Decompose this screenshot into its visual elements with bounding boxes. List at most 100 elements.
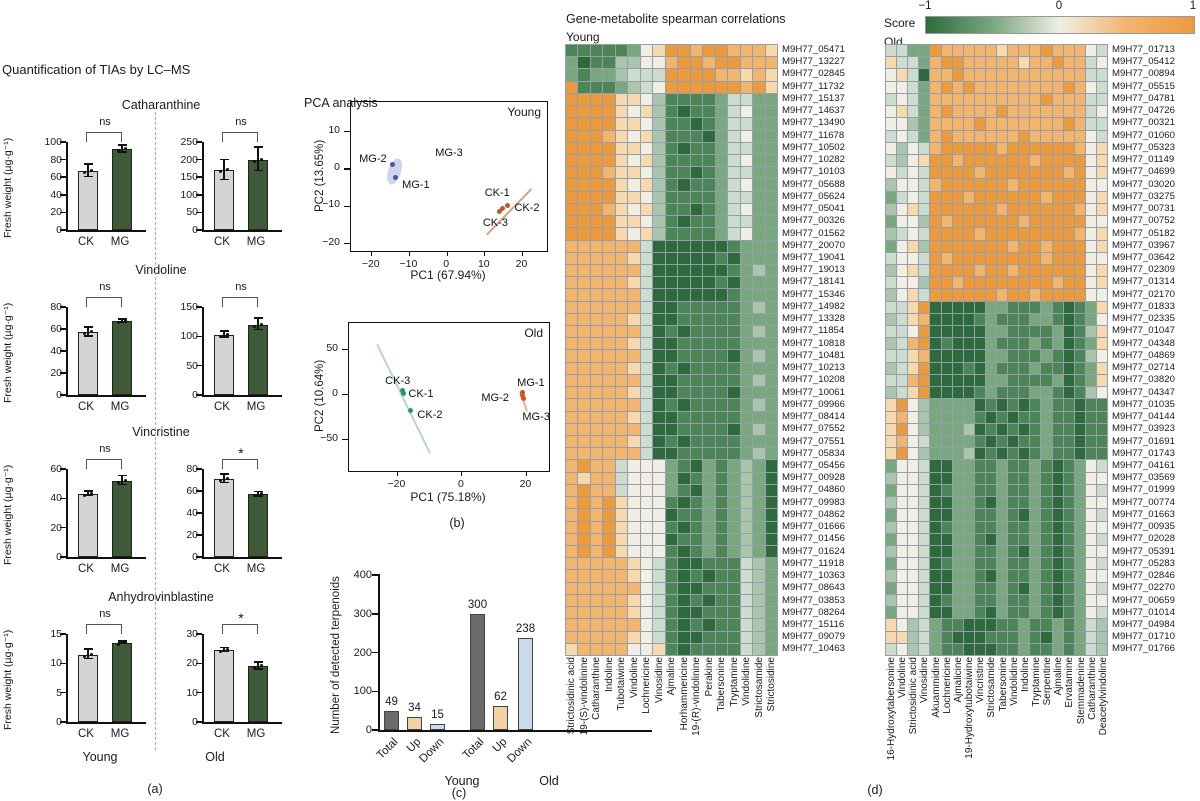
heatmap-cell: [615, 497, 628, 509]
heatmap-cell: [1019, 509, 1030, 521]
heatmap-cell: [1030, 118, 1041, 130]
heatmap-cell: [1085, 301, 1096, 313]
heatmap-cell: [715, 289, 728, 301]
gene-id-label: M9H77_00774: [1112, 496, 1175, 508]
heatmap-cell: [678, 313, 690, 326]
heatmap-cell: [952, 362, 963, 374]
heatmap-cell: [665, 399, 678, 411]
heatmap-cell: [919, 216, 930, 228]
heatmap-cell: [997, 326, 1008, 338]
heatmap-cell: [897, 387, 908, 399]
heatmap-cell: [590, 167, 603, 179]
heatmap-cell: [578, 460, 590, 472]
heatmap-cell: [908, 460, 919, 472]
heatmap-cell: [1019, 106, 1030, 118]
heatmap-cell: [1096, 45, 1107, 57]
heatmap-cell: [1074, 277, 1085, 289]
heatmap-cell: [640, 277, 653, 289]
heatmap-cell: [963, 484, 974, 497]
y-tick-mark: [196, 158, 202, 161]
heatmap-cell: [1085, 264, 1096, 277]
heatmap-cell: [653, 69, 665, 81]
heatmap-cell: [974, 374, 985, 387]
heatmap-cell: [578, 118, 590, 130]
heatmap-cell: [1096, 521, 1107, 533]
gene-id-label: M9H77_04862: [782, 508, 845, 520]
heatmap-cell: [1008, 374, 1019, 387]
x-tick-label: −20: [361, 258, 380, 270]
heatmap-cell: [897, 362, 908, 374]
heatmap-cell: [1085, 472, 1096, 484]
heatmap-cell: [1063, 350, 1074, 362]
heatmap-cell: [703, 545, 715, 558]
heatmap-cell: [886, 594, 897, 607]
heatmap-cell: [897, 228, 908, 240]
heatmap-cell: [628, 545, 640, 558]
heatmap-cell: [665, 484, 678, 497]
heatmap-cell: [908, 509, 919, 521]
heatmap-cell: [603, 326, 615, 338]
gene-id-label: M9H77_10213: [782, 362, 845, 374]
bar-mg: [112, 321, 132, 395]
heatmap-cell: [974, 338, 985, 350]
heatmap-cell: [1008, 460, 1019, 472]
heatmap-cell: [665, 472, 678, 484]
heatmap-cell: [919, 228, 930, 240]
heatmap-cell: [1085, 130, 1096, 142]
heatmap-cell: [578, 277, 590, 289]
heatmap-cell: [1019, 533, 1030, 545]
heatmap-cell: [941, 203, 952, 216]
gene-id-label: M9H77_00928: [782, 472, 845, 484]
heatmap-cell: [963, 154, 974, 167]
heatmap-cell: [1041, 374, 1052, 387]
heatmap-cell: [908, 545, 919, 558]
heatmap-cell: [1030, 264, 1041, 277]
heatmap-cell: [952, 252, 963, 264]
metabolite-label: Catharanthine: [1086, 657, 1098, 720]
heatmap-cell: [690, 154, 703, 167]
pca-plot-young: PC2 (13.65%) Young MG-2 MG-1 MG-3 CK-1 CK-2 CK-…: [306, 92, 586, 302]
heatmap-cell: [1063, 179, 1074, 191]
heatmap-cell: [897, 264, 908, 277]
heatmap-cell: [653, 484, 665, 497]
heatmap-cell: [941, 472, 952, 484]
plot-area: [202, 469, 282, 559]
heatmap-cell: [886, 142, 897, 154]
heatmap-cell: [603, 338, 615, 350]
heatmap-cell: [615, 216, 628, 228]
heatmap-cell: [1019, 582, 1030, 594]
heatmap-cell: [1063, 411, 1074, 423]
y-tick-mark: [196, 141, 202, 143]
heatmap-cell: [1030, 411, 1041, 423]
heatmap-cell: [740, 57, 753, 69]
y-tick-mark: [344, 205, 350, 207]
heatmap-cell: [919, 45, 930, 57]
heatmap-cell: [566, 81, 578, 93]
heatmap-cell: [628, 228, 640, 240]
heatmap-cell: [640, 594, 653, 607]
heatmap-cell: [1074, 558, 1085, 570]
heatmap-cell: [1030, 399, 1041, 411]
heatmap-cell: [908, 45, 919, 57]
heatmap-cell: [653, 350, 665, 362]
heatmap-cell: [640, 545, 653, 558]
heatmap-cell: [690, 362, 703, 374]
gene-id-label: M9H77_01314: [1112, 276, 1175, 288]
heatmap-cell: [1041, 509, 1052, 521]
heatmap-cell: [578, 57, 590, 69]
gene-id-label: M9H77_01562: [782, 227, 845, 239]
heatmap-cell: [897, 106, 908, 118]
heatmap-cell: [941, 57, 952, 69]
heatmap-cell: [963, 619, 974, 631]
heatmap-cell: [703, 118, 715, 130]
heatmap-cell: [615, 93, 628, 106]
heatmap-cell: [578, 594, 590, 607]
gene-id-label: M9H77_01743: [1112, 447, 1175, 459]
heatmap-cell: [1085, 45, 1096, 57]
heatmap-cell: [615, 277, 628, 289]
heatmap-cell: [1063, 631, 1074, 643]
gene-id-label: M9H77_10463: [782, 643, 845, 655]
heatmap-cell: [628, 509, 640, 521]
heatmap-cell: [765, 313, 777, 326]
heatmap-cell: [985, 167, 996, 179]
